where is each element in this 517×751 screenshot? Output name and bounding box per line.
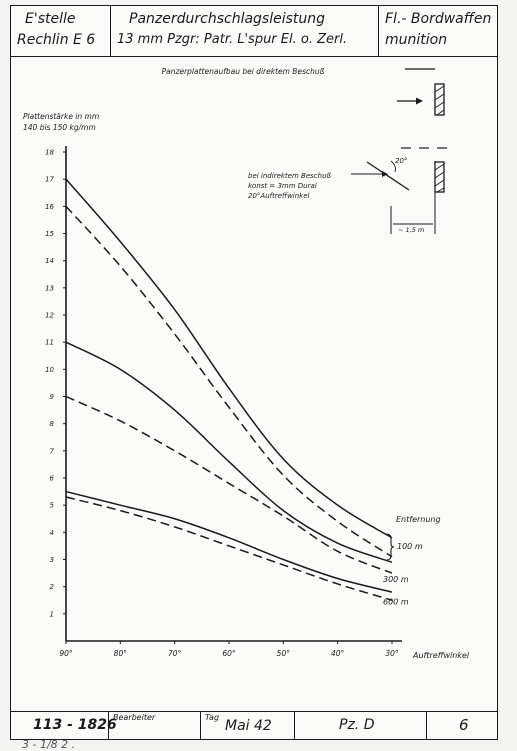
y-tick-label: 12 <box>45 312 54 320</box>
indirect-note-line1: bei indirektem Beschuß <box>248 172 332 180</box>
x-tick-label: 70° <box>168 649 182 658</box>
y-tick-label: 14 <box>45 257 54 265</box>
distance-label: ~ 1,5 m <box>398 226 424 234</box>
origin-line1: E'stelle <box>25 11 76 27</box>
x-tick-label: 30° <box>385 649 399 658</box>
y-tick-label: 2 <box>50 583 55 591</box>
y-tick-label: 11 <box>45 339 54 347</box>
series-line-3 <box>65 341 393 563</box>
y-tick-label: 1 <box>50 610 54 618</box>
y-tick-label: 15 <box>45 230 54 238</box>
drawing-sheet: E'stelle Rechlin E 6 Panzerdurchschlagsl… <box>10 5 498 740</box>
y-tick-label: 17 <box>45 176 54 184</box>
footer-cell-pz: Pz. D <box>295 712 427 739</box>
title-block: E'stelle Rechlin E 6 Panzerdurchschlagsl… <box>11 6 497 57</box>
tag-label: Tag <box>205 713 220 722</box>
series-line-2 <box>65 205 393 558</box>
title-cell-origin: E'stelle Rechlin E 6 <box>11 6 111 56</box>
x-tick-label: 40° <box>331 649 345 658</box>
y-tick-label: 5 <box>50 502 55 510</box>
subject-line2: 13 mm Pzgr: Patr. L'spur El. o. Zerl. <box>117 32 348 47</box>
y-tick-label: 13 <box>45 284 54 292</box>
direct-fire-diagram <box>397 68 445 116</box>
category-line1: Fl.- Bordwaffen <box>385 11 492 27</box>
category-line2: munition <box>385 32 448 48</box>
legend-brace <box>386 533 395 561</box>
y-tick-label: 4 <box>50 529 54 537</box>
subject-line1: Panzerdurchschlagsleistung <box>129 11 326 27</box>
footer-cell-tag: Tag Mai 42 <box>201 712 295 739</box>
y-tick-label: 9 <box>50 393 55 401</box>
bearbeiter-label: Bearbeiter <box>113 713 156 722</box>
angle-label: 20° <box>395 157 407 165</box>
x-axis-label: Auftreffwinkel <box>412 651 470 660</box>
y-tick-label: 6 <box>50 475 55 483</box>
footer-cell-bearbeiter: Bearbeiter <box>109 712 201 739</box>
indirect-note-line2: konst = 3mm Dural <box>248 182 317 190</box>
series-lines <box>65 178 393 601</box>
doc-number: 113 - 1826 <box>33 717 117 733</box>
y-tick-label: 18 <box>45 149 54 157</box>
indirect-fire-diagram: 20° ~ 1,5 m bei indirektem Beschuß konst… <box>248 147 447 234</box>
y-tick-label: 3 <box>50 556 54 564</box>
tag-value: Mai 42 <box>225 718 272 734</box>
y-tick-label: 16 <box>45 203 54 211</box>
y-axis-label-line2: 140 bis 150 kg/mm <box>23 123 96 132</box>
series-line-1 <box>65 178 393 539</box>
series-line-4 <box>65 395 393 574</box>
footer-cell-page: 6 <box>427 712 499 739</box>
pz-value: Pz. D <box>339 717 375 733</box>
footer-block: 113 - 1826 Bearbeiter Tag Mai 42 Pz. D 6 <box>11 711 497 739</box>
x-tick-label: 80° <box>114 649 128 658</box>
title-cell-category: Fl.- Bordwaffen munition <box>379 6 499 56</box>
series-labels: 100 m 300 m 600 m <box>383 542 423 606</box>
x-tick-label: 60° <box>222 649 236 658</box>
indirect-note-line3: 20°Auftreffwinkel <box>248 192 310 200</box>
x-tick-label: 90° <box>59 649 73 658</box>
legend-title: Entfernung <box>396 515 441 524</box>
penetration-chart: Panzerplattenaufbau bei direktem Beschuß… <box>23 67 470 660</box>
chart-title: Panzerplattenaufbau bei direktem Beschuß <box>162 67 325 76</box>
series-line-6 <box>65 496 393 601</box>
y-tick-label: 8 <box>50 420 55 428</box>
y-axis-label-line1: Plattenstärke in mm <box>23 112 99 121</box>
y-tick-label: 10 <box>45 366 54 374</box>
series-label: 300 m <box>383 575 409 584</box>
series-label: 100 m <box>397 542 423 551</box>
x-axis-ticks: 90° 80° 70° 60° 50° 40° 30° <box>59 641 399 658</box>
series-label: 600 m <box>383 597 409 606</box>
y-tick-label: 7 <box>50 447 55 455</box>
x-tick-label: 50° <box>277 649 291 658</box>
page-value: 6 <box>459 716 469 734</box>
under-sheet-note: 3 - 1/8 2 . <box>22 738 76 751</box>
footer-cell-number: 113 - 1826 <box>11 712 117 739</box>
title-cell-subject: Panzerdurchschlagsleistung 13 mm Pzgr: P… <box>111 6 379 56</box>
chart-axes <box>65 146 402 642</box>
series-line-5 <box>65 490 393 593</box>
origin-line2: Rechlin E 6 <box>17 32 96 48</box>
